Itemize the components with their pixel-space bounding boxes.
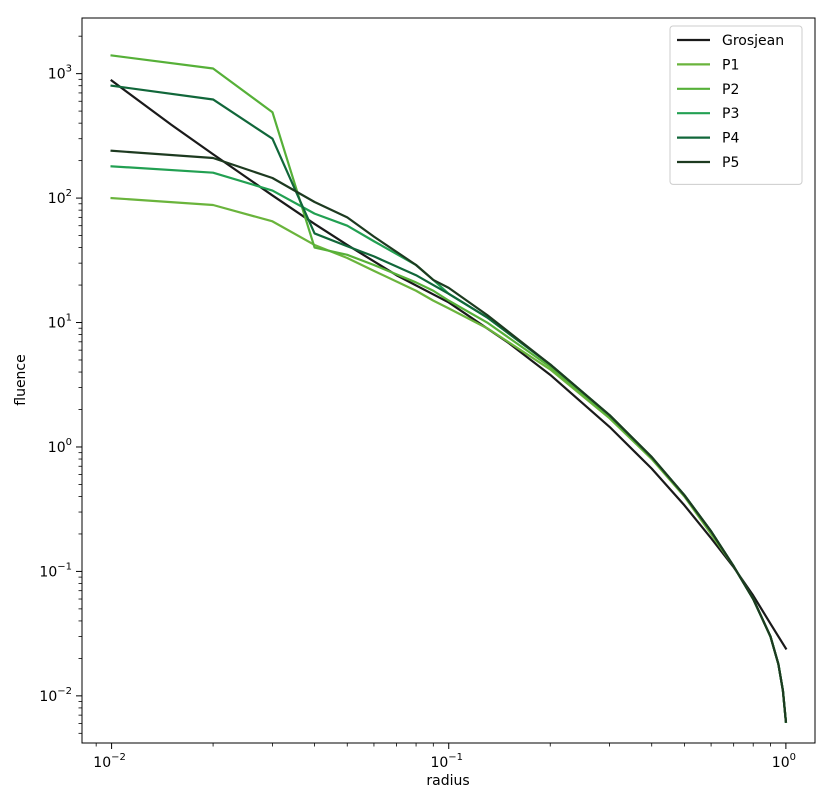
legend-label: P2 — [722, 82, 739, 98]
y-tick-label-base: 10 — [48, 191, 66, 207]
y-tick-label-exponent: 1 — [66, 313, 72, 324]
y-tick-label-exponent: 0 — [66, 437, 72, 448]
y-tick-label-base: 10 — [48, 67, 66, 83]
legend: Grosjean P1 P2 P3 P4 P5 — [669, 25, 803, 185]
legend-label: Grosjean — [722, 33, 784, 49]
y-tick-label-base: 10 — [39, 689, 57, 705]
y-tick-label-exponent: −1 — [57, 561, 72, 572]
y-tick-label: 103 — [48, 64, 72, 83]
legend-label: P3 — [722, 106, 739, 122]
y-tick-label: 10−1 — [39, 561, 72, 580]
series-layer — [110, 54, 788, 723]
legend-label: P4 — [722, 131, 739, 147]
x-tick-label-base: 10 — [430, 755, 448, 771]
y-tick-label-base: 10 — [48, 440, 66, 456]
y-tick-label-base: 10 — [39, 564, 57, 580]
x-tick-label: 10−2 — [93, 752, 126, 771]
x-tick-label-base: 10 — [93, 755, 111, 771]
y-tick-label: 100 — [48, 437, 72, 456]
x-tick-label-base: 10 — [772, 755, 790, 771]
y-tick-label: 101 — [48, 313, 72, 332]
legend-label: P5 — [722, 155, 739, 171]
series-line-p5 — [110, 149, 788, 723]
y-axis-label: fluence — [13, 354, 29, 406]
y-tick-label: 10−2 — [39, 686, 72, 705]
x-tick-label-exponent: 0 — [790, 752, 796, 763]
x-axis-label: radius — [426, 773, 469, 789]
y-tick-label-exponent: 2 — [66, 188, 72, 199]
y-tick-label: 102 — [48, 188, 72, 207]
y-tick-label-exponent: 3 — [66, 64, 72, 75]
legend-label: P1 — [722, 57, 739, 73]
x-tick-label: 10−1 — [430, 752, 463, 771]
legend-box — [669, 25, 803, 185]
y-tick-label-base: 10 — [48, 316, 66, 332]
y-tick-label-exponent: −2 — [57, 686, 72, 697]
x-tick-label-exponent: −2 — [111, 752, 126, 763]
x-tick-label-exponent: −1 — [448, 752, 463, 763]
x-axis-ticks: 10−2 10−1 100 — [93, 743, 796, 771]
x-tick-label: 100 — [772, 752, 796, 771]
